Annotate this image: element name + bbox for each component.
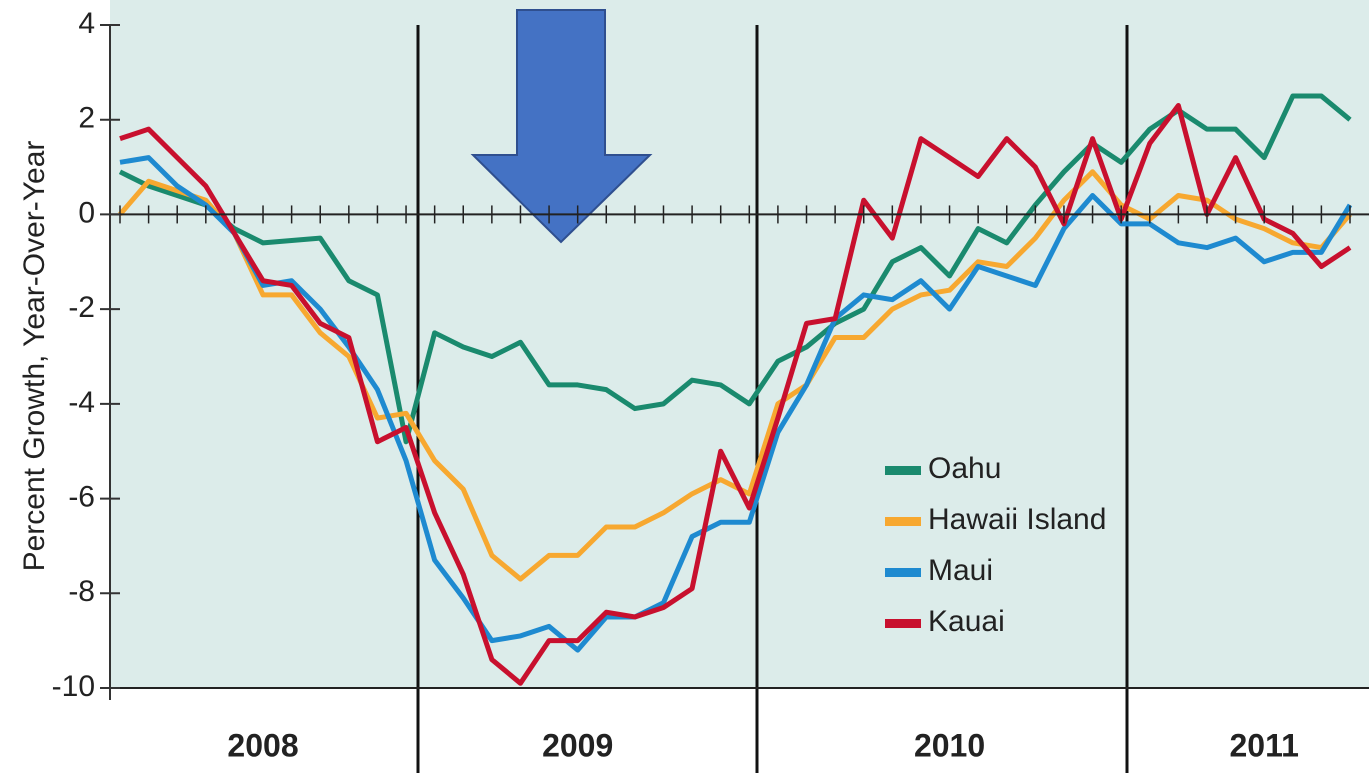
series-line (119, 155, 1353, 653)
x-tick-label: 2010 (914, 727, 985, 763)
x-tick-label: 2011 (1229, 727, 1298, 763)
legend-label: Oahu (928, 452, 1001, 485)
y-tick-label: 4 (78, 7, 95, 40)
series-line (118, 169, 1352, 582)
legend-swatch (885, 517, 921, 526)
y-tick-label: -10 (52, 670, 95, 703)
legend-swatch (885, 466, 921, 475)
x-tick-label: 2009 (542, 727, 613, 763)
legend-label: Maui (928, 554, 993, 587)
y-tick-label: -8 (68, 575, 95, 608)
y-tick-label: -4 (68, 386, 95, 419)
y-tick-label: 0 (78, 196, 95, 229)
plot-area (110, 0, 1369, 688)
series-line (119, 103, 1352, 686)
y-tick-label: -2 (68, 291, 95, 324)
series-line (118, 93, 1352, 445)
legend-swatch (885, 568, 921, 577)
y-tick-label: 2 (78, 102, 95, 135)
x-tick-label: 2008 (227, 727, 298, 763)
arrow (470, 9, 653, 244)
legend: Oahu Hawaii Island Maui Kauai (885, 452, 1106, 638)
legend-label: Hawaii Island (928, 503, 1106, 536)
legend-label: Kauai (928, 605, 1005, 638)
series-lines (118, 93, 1353, 686)
y-axis-label: Percent Growth, Year-Over-Year (18, 141, 51, 572)
legend-swatch (885, 619, 921, 628)
y-tick-label: -6 (68, 480, 95, 513)
